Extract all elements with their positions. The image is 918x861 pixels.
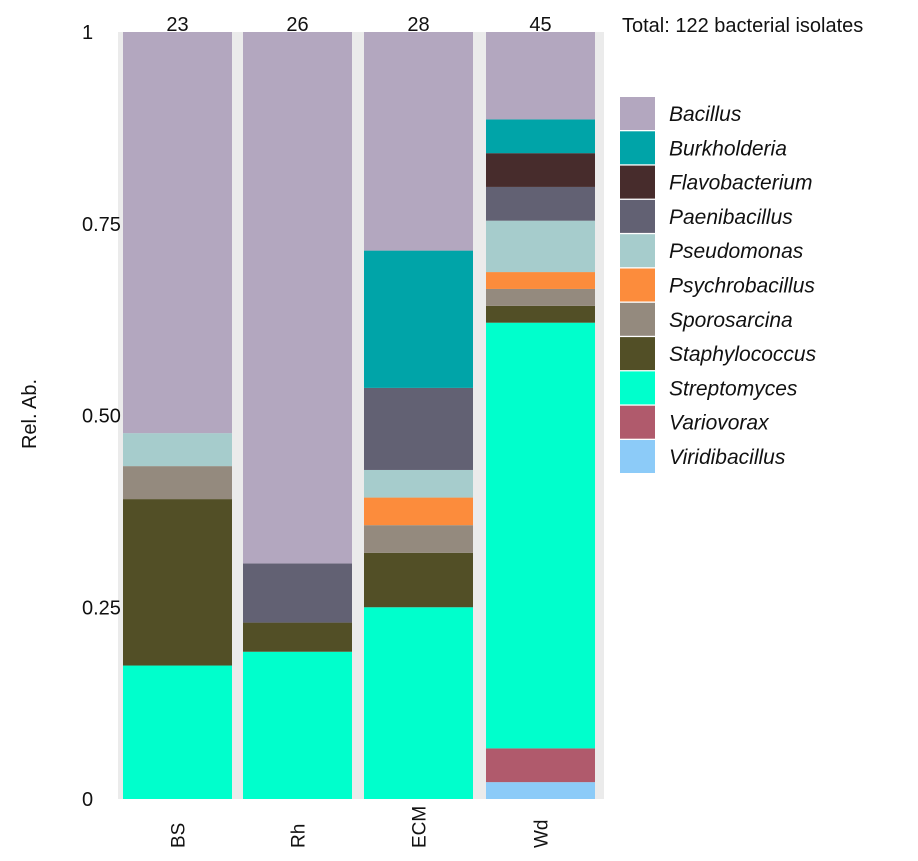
total-annotation: Total: 122 bacterial isolates (622, 15, 863, 37)
legend-label-flavobacterium: Flavobacterium (669, 172, 813, 195)
legend-swatch-burkholderia (620, 131, 655, 165)
x-category-label: Wd (532, 820, 553, 849)
y-axis-label: Rel. Ab. (19, 379, 41, 449)
legend-label-staphylococcus: Staphylococcus (669, 343, 817, 366)
legend-label-variovorax: Variovorax (669, 412, 770, 435)
bar-segment-bs-streptomyces (123, 665, 232, 799)
bar-segment-wd-burkholderia (486, 119, 595, 154)
y-tick-label: 0.75 (82, 214, 121, 236)
x-axis-category-labels: BS Rh ECM Wd (169, 806, 553, 848)
x-category-label: BS (169, 823, 190, 848)
legend-swatch-paenibacillus (620, 199, 655, 233)
bar-count-label: 26 (286, 14, 308, 36)
bar-segment-wd-sporosarcina (486, 288, 595, 306)
bar-segment-wd-flavobacterium (486, 153, 595, 187)
bar-count-label: 23 (166, 14, 188, 36)
legend-label-pseudomonas: Pseudomonas (669, 240, 804, 263)
legend-swatch-pseudomonas (620, 234, 655, 268)
legend-label-bacillus: Bacillus (669, 103, 742, 126)
legend-swatch-staphylococcus (620, 337, 655, 371)
legend-swatch-bacillus (620, 97, 655, 130)
x-category-label: ECM (410, 806, 431, 848)
y-tick-label: 1 (82, 22, 93, 44)
bar-segment-wd-staphylococcus (486, 305, 595, 323)
bar-segment-rh-streptomyces (243, 651, 352, 799)
legend-swatch-streptomyces (620, 371, 655, 405)
legend-swatch-sporosarcina (620, 302, 655, 336)
y-tick-label: 0.50 (82, 406, 121, 428)
x-category-label: Rh (289, 824, 310, 848)
bar-segment-wd-streptomyces (486, 322, 595, 749)
bar-segment-bs-bacillus (123, 32, 232, 434)
legend-label-burkholderia: Burkholderia (669, 137, 787, 160)
y-tick-label: 0.25 (82, 597, 121, 619)
bar-segment-ecm-pseudomonas (364, 469, 473, 498)
bar-segment-wd-variovorax (486, 748, 595, 783)
bar-segment-ecm-paenibacillus (364, 387, 473, 470)
legend-swatch-viridibacillus (620, 440, 655, 473)
bar-count-label: 45 (529, 14, 551, 36)
bar-segment-rh-bacillus (243, 32, 352, 564)
bar-count-label: 28 (407, 14, 429, 36)
bar-segment-wd-bacillus (486, 32, 595, 120)
bar-segment-ecm-psychrobacillus (364, 497, 473, 526)
y-axis-ticks: 0 0.25 0.50 0.75 1 (82, 22, 121, 811)
bar-segment-ecm-sporosarcina (364, 525, 473, 553)
bar-segment-ecm-streptomyces (364, 607, 473, 799)
bar-segment-ecm-burkholderia (364, 250, 473, 388)
bar-count-labels: 23 26 28 45 (166, 14, 551, 36)
bar-segment-bs-sporosarcina (123, 466, 232, 500)
legend: Bacillus Burkholderia Flavobacterium Paenib… (620, 97, 817, 473)
bar-segment-wd-pseudomonas (486, 220, 595, 273)
legend-label-psychrobacillus: Psychrobacillus (669, 275, 815, 298)
bar-segment-rh-paenibacillus (243, 563, 352, 623)
bar-segment-wd-viridibacillus (486, 782, 595, 799)
y-tick-label: 0 (82, 789, 93, 811)
legend-swatch-variovorax (620, 405, 655, 439)
bar-segment-wd-paenibacillus (486, 186, 595, 221)
legend-label-sporosarcina: Sporosarcina (669, 309, 793, 332)
bar-segment-rh-staphylococcus (243, 622, 352, 652)
legend-swatch-flavobacterium (620, 165, 655, 199)
bar-segment-wd-psychrobacillus (486, 272, 595, 289)
legend-label-paenibacillus: Paenibacillus (669, 206, 793, 229)
legend-label-viridibacillus: Viridibacillus (669, 446, 786, 469)
legend-swatch-psychrobacillus (620, 268, 655, 302)
bar-segment-bs-staphylococcus (123, 499, 232, 666)
legend-label-streptomyces: Streptomyces (669, 377, 798, 400)
bar-segment-ecm-bacillus (364, 32, 473, 251)
bar-segment-bs-pseudomonas (123, 433, 232, 467)
bar-segment-ecm-staphylococcus (364, 552, 473, 608)
bars-group (123, 32, 595, 799)
